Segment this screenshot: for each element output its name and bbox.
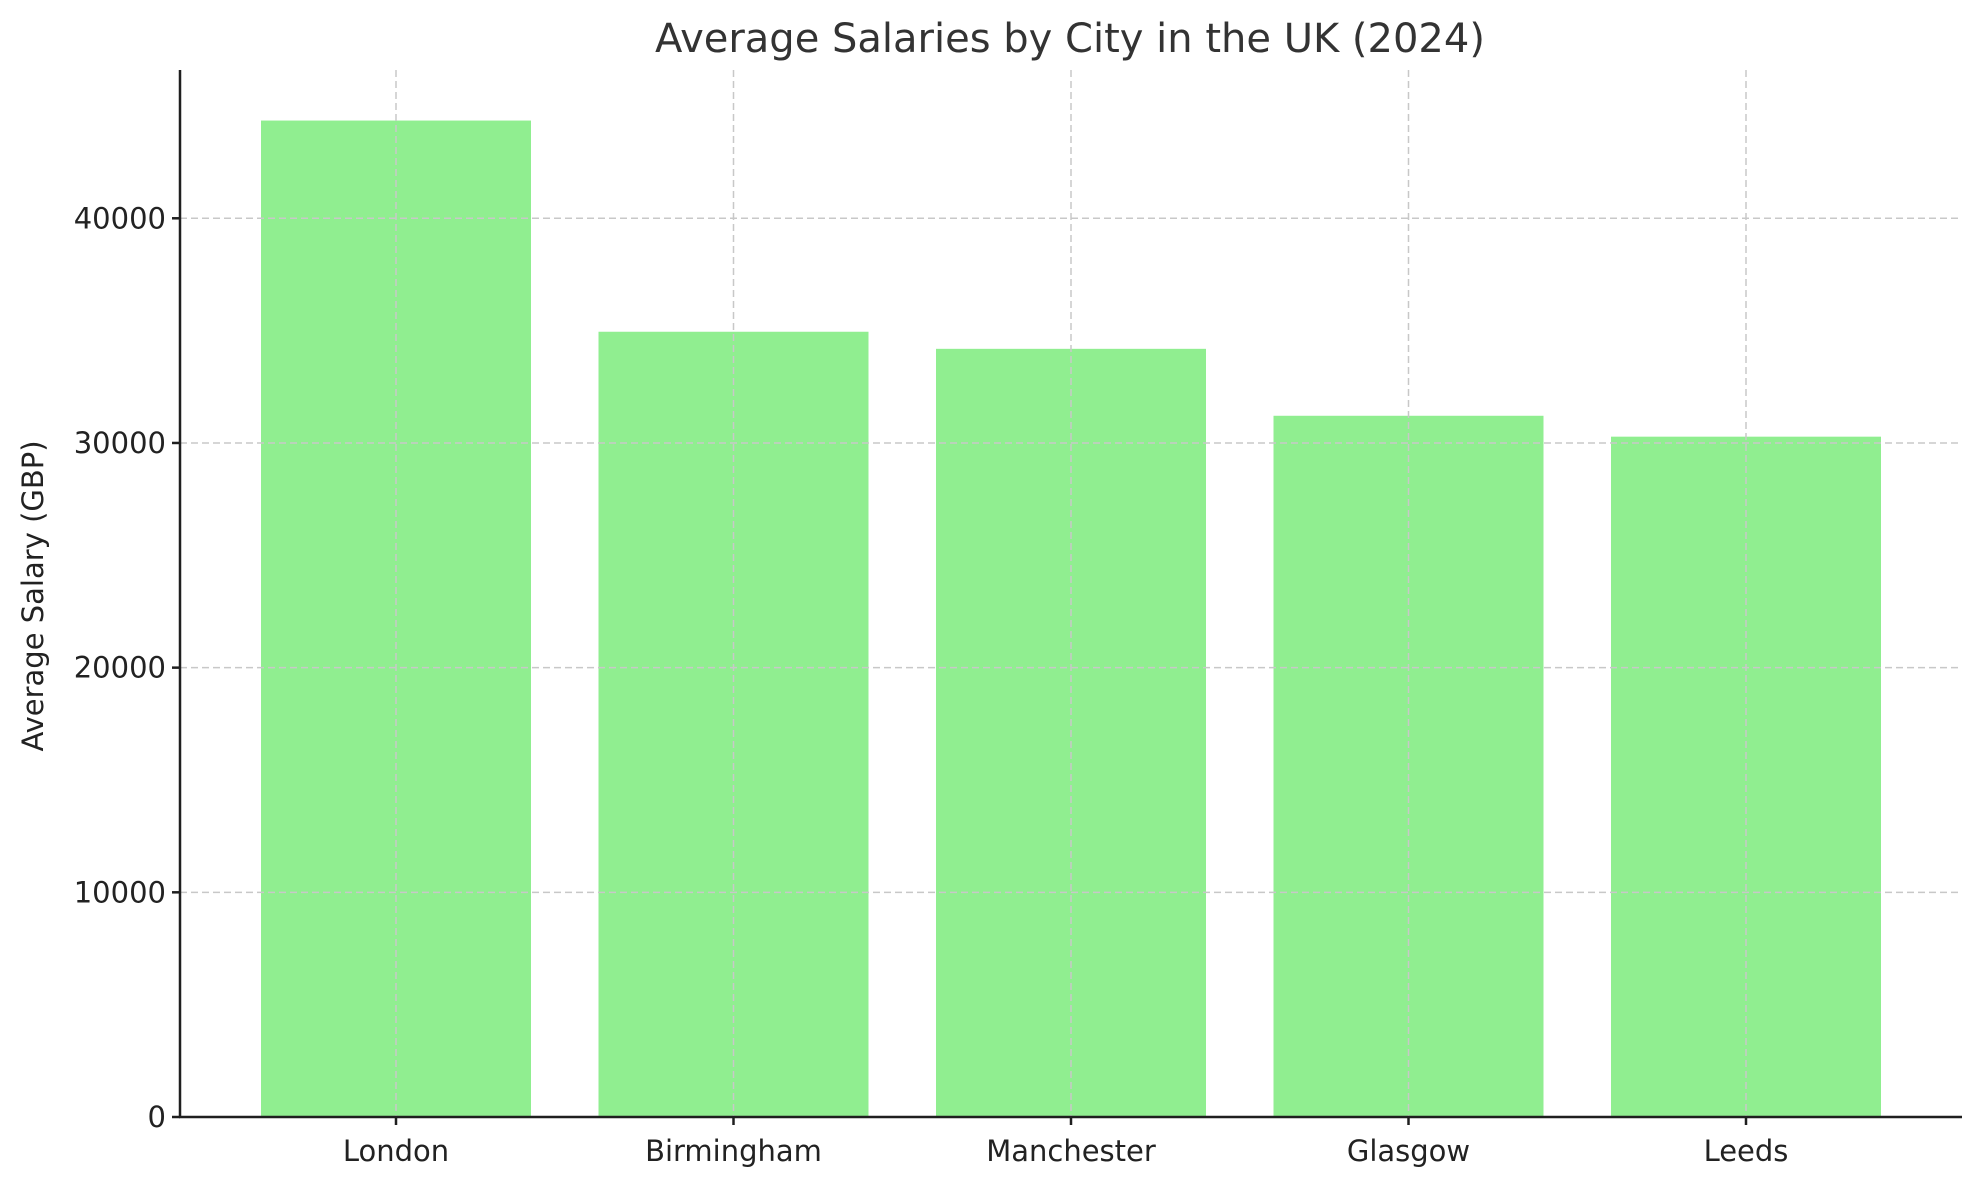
y-tick-label: 0 — [148, 1100, 166, 1134]
y-axis-label: Average Salary (GBP) — [16, 440, 50, 751]
chart-title: Average Salaries by City in the UK (2024… — [655, 16, 1485, 62]
x-gridlines-overlay — [395, 70, 1747, 1117]
x-tick-label: Manchester — [986, 1134, 1156, 1168]
x-tick-label: Glasgow — [1347, 1134, 1470, 1168]
x-tick-label: London — [343, 1134, 449, 1168]
x-tick-label: Birmingham — [645, 1134, 822, 1168]
x-tick-label: Leeds — [1704, 1134, 1789, 1168]
y-tick-label: 20000 — [74, 651, 166, 685]
y-tick-label: 40000 — [74, 201, 166, 235]
x-axis-ticks: London Birmingham Manchester Glasgow Leeds — [343, 1117, 1789, 1168]
y-tick-label: 10000 — [74, 875, 166, 909]
y-tick-label: 30000 — [74, 426, 166, 460]
y-gridlines-overlay — [180, 217, 1962, 894]
y-axis-ticks: 0 10000 20000 30000 40000 — [74, 201, 180, 1134]
